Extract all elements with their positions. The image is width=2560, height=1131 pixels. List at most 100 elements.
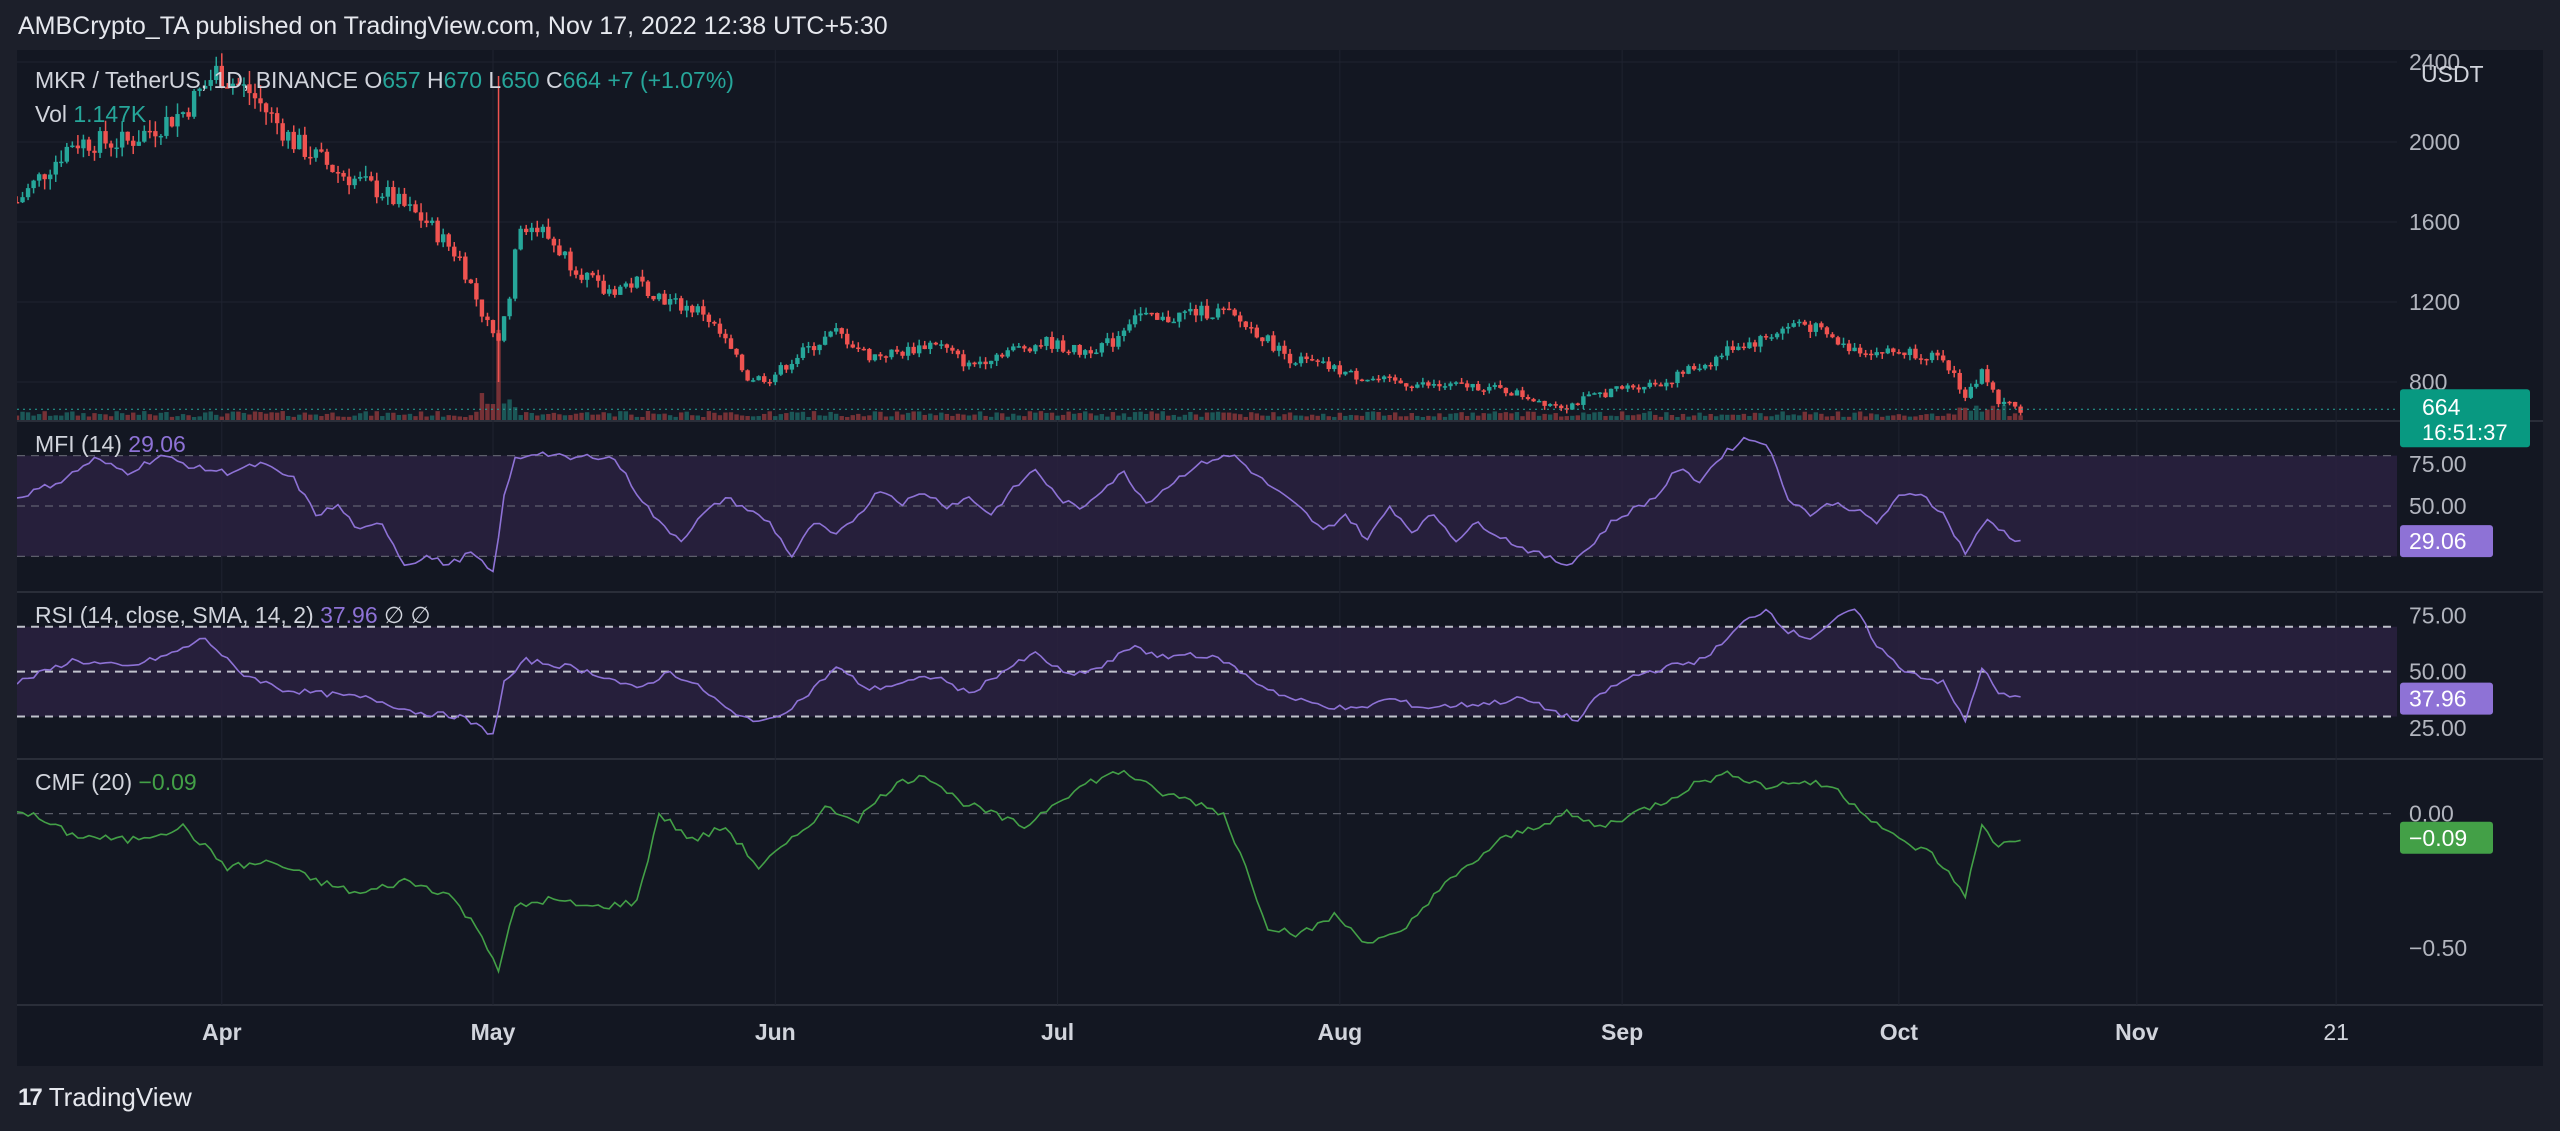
candle-body (629, 283, 634, 288)
candle-body (695, 306, 700, 313)
candle-body (1813, 323, 1819, 332)
volume-bar (1841, 416, 1846, 420)
candle-body (706, 314, 712, 322)
rsi-y-tick-label: 25.00 (2409, 715, 2467, 741)
volume-bar (524, 412, 529, 420)
candle-body (1415, 384, 1420, 388)
volume-bar (1260, 415, 1265, 420)
candle-body (86, 139, 92, 151)
candle-body (1730, 346, 1736, 350)
candle-body (1608, 388, 1614, 398)
candle-body (1066, 351, 1071, 354)
candle-body (1027, 348, 1033, 352)
volume-legend[interactable]: Vol 1.147K (35, 101, 147, 127)
volume-bar (1835, 411, 1841, 420)
cmf-legend[interactable]: CMF (20) −0.09 (35, 769, 197, 795)
candle-body (1946, 360, 1951, 371)
volume-bar (280, 411, 285, 420)
volume-bar (341, 416, 346, 420)
volume-bar (435, 411, 440, 420)
volume-bar (811, 411, 817, 420)
candle-body (402, 193, 407, 206)
volume-bar (1974, 405, 1979, 420)
candle-body (1874, 352, 1879, 356)
volume-bar (1282, 414, 1287, 420)
cmf-line (17, 769, 2021, 974)
chart-frame[interactable]: 800 1200 1600 2000 2400 USDT 664 16:51:37 MKR / … (17, 50, 2543, 1066)
volume-bar (557, 414, 562, 420)
volume-bar (75, 415, 81, 420)
candle-body (429, 220, 435, 223)
candle-body (1110, 338, 1116, 347)
candle-body (673, 298, 678, 300)
volume-bar (911, 411, 916, 420)
volume-bar (214, 414, 219, 420)
volume-bar (424, 416, 429, 420)
x-tick-label: Nov (2115, 1019, 2159, 1045)
volume-bar (833, 413, 839, 420)
candle-body (878, 354, 883, 357)
candle-body (1381, 376, 1387, 380)
candle-body (1708, 364, 1713, 367)
rsi-legend-label: RSI (14, close, SMA, 14, 2) (35, 602, 320, 628)
candle-body (950, 347, 955, 351)
candle-body (446, 234, 451, 247)
candle-body (1049, 337, 1055, 349)
candle-body (1852, 347, 1857, 352)
volume-bar (1071, 413, 1077, 420)
candle-body (656, 293, 662, 300)
volume-bar (1880, 416, 1885, 420)
rsi-value-badge: 37.96 (2409, 686, 2467, 712)
tradingview-logo[interactable]: 17 TradingView (18, 1082, 192, 1113)
volume-bar (1149, 411, 1154, 420)
volume-bar (1204, 412, 1210, 420)
candle-body (905, 346, 911, 356)
volume-bar (142, 411, 147, 420)
mfi-legend[interactable]: MFI (14) 29.06 (35, 431, 186, 457)
volume-bar (1099, 414, 1105, 420)
legend-part: 670 (444, 67, 489, 93)
candle-body (983, 361, 988, 365)
volume-bar (457, 416, 462, 420)
candle-body (1963, 389, 1968, 398)
x-tick-label: Jun (755, 1019, 796, 1045)
price-y-tick-label: 2000 (2409, 129, 2460, 155)
candle-body (955, 350, 961, 355)
candle-body (1957, 372, 1962, 390)
volume-bar (878, 411, 883, 420)
volume-bar (1000, 413, 1005, 420)
candle-body (501, 316, 507, 341)
volume-bar (119, 413, 125, 420)
candle-body (900, 351, 905, 356)
volume-bar (955, 413, 961, 420)
volume-bar (1503, 412, 1509, 420)
volume-bar (197, 416, 202, 420)
volume-bar (822, 415, 828, 420)
candle-body (1193, 308, 1199, 316)
price-legend[interactable]: MKR / TetherUS, 1D, BINANCE O657 H670 L6… (35, 67, 734, 93)
rsi-legend[interactable]: RSI (14, close, SMA, 14, 2) 37.96 ∅ ∅ (35, 602, 430, 628)
volume-bar (1791, 414, 1796, 420)
volume-bar (1121, 413, 1127, 420)
volume-bar (490, 404, 496, 420)
candle-body (369, 176, 374, 181)
x-tick-label: 21 (2323, 1019, 2349, 1045)
candle-body (208, 80, 213, 86)
volume-bar (512, 407, 518, 420)
candle-body (1542, 400, 1547, 406)
volume-bar (1470, 412, 1475, 420)
volume-bar (546, 414, 551, 420)
candle-body (136, 141, 141, 146)
volume-bar (994, 412, 999, 420)
candle-body (114, 147, 119, 150)
volume-bar (1763, 416, 1769, 420)
candle-body (1741, 346, 1747, 349)
volume-bar (1564, 416, 1569, 420)
volume-bar (640, 416, 645, 420)
candle-body (1326, 361, 1331, 370)
candle-body (667, 299, 673, 305)
x-tick-label: Aug (1317, 1019, 1362, 1045)
cmf-legend-label: CMF (20) (35, 769, 139, 795)
volume-bar (1896, 414, 1902, 420)
